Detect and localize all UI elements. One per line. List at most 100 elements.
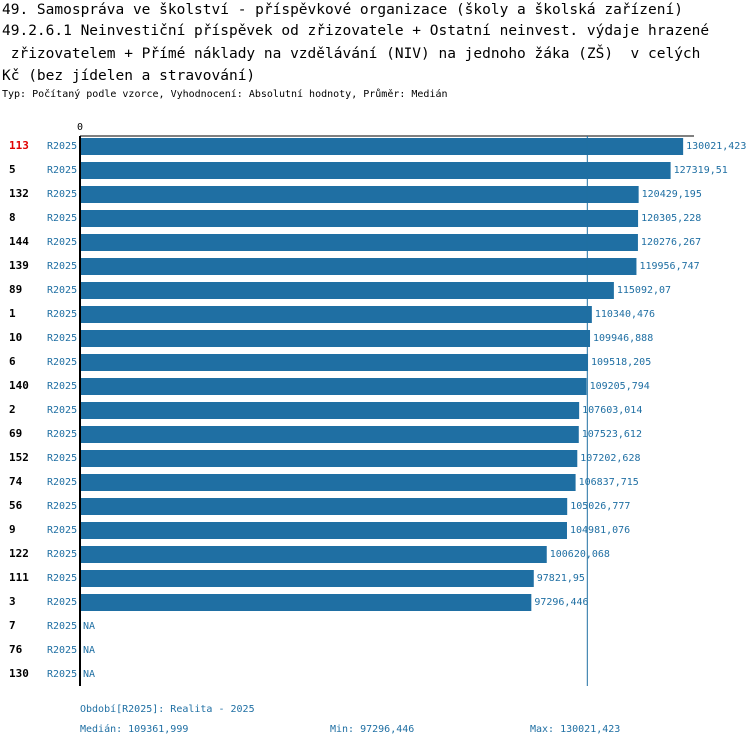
row-id-label: 9 <box>9 523 16 536</box>
row-id-label: 152 <box>9 451 29 464</box>
row-period-label: R2025 <box>47 261 77 272</box>
row-id-label: 140 <box>9 379 29 392</box>
bar-value-label: 106837,715 <box>579 477 639 488</box>
bar-value-label: 107603,014 <box>582 405 642 416</box>
row-id-label: 74 <box>9 475 23 488</box>
bar <box>80 186 639 203</box>
bar-value-label: 97296,446 <box>534 597 588 608</box>
bar-value-label: 115092,07 <box>617 285 671 296</box>
row-period-label: R2025 <box>47 165 77 176</box>
bar-value-label: NA <box>83 645 95 656</box>
row-period-label: R2025 <box>47 597 77 608</box>
footer-max: Max: 130021,423 <box>530 724 621 735</box>
bar <box>80 378 587 395</box>
row-id-label: 8 <box>9 211 16 224</box>
bar <box>80 426 579 443</box>
row-period-label: R2025 <box>47 477 77 488</box>
row-id-label: 1 <box>9 307 16 320</box>
row-period-label: R2025 <box>47 381 77 392</box>
row-id-label: 111 <box>9 571 29 584</box>
bar <box>80 258 637 275</box>
bar <box>80 354 589 371</box>
bar-value-label: 109518,205 <box>591 357 651 368</box>
row-id-label: 132 <box>9 187 29 200</box>
bar <box>80 522 567 539</box>
row-id-label: 7 <box>9 619 16 632</box>
row-id-label: 2 <box>9 403 16 416</box>
row-id-label: 69 <box>9 427 22 440</box>
bar-value-label: 130021,423 <box>686 141 746 152</box>
chart-title-line-1: 49. Samospráva ve školství - příspěvkové… <box>2 2 683 18</box>
bar-value-label: 120305,228 <box>641 213 701 224</box>
row-period-label: R2025 <box>47 453 77 464</box>
bar-value-label: 104981,076 <box>570 525 630 536</box>
row-id-label: 76 <box>9 643 23 656</box>
row-period-label: R2025 <box>47 237 77 248</box>
bar-value-label: 109205,794 <box>590 381 650 392</box>
row-period-label: R2025 <box>47 405 77 416</box>
row-id-label: 139 <box>9 259 29 272</box>
row-period-label: R2025 <box>47 189 77 200</box>
row-period-label: R2025 <box>47 213 77 224</box>
bar-value-label: NA <box>83 621 95 632</box>
row-period-label: R2025 <box>47 501 77 512</box>
row-id-label: 3 <box>9 595 16 608</box>
bar-value-label: NA <box>83 669 95 680</box>
row-period-label: R2025 <box>47 573 77 584</box>
row-period-label: R2025 <box>47 525 77 536</box>
row-period-label: R2025 <box>47 549 77 560</box>
bar <box>80 282 614 299</box>
bar-value-label: 100620,068 <box>550 549 610 560</box>
bar <box>80 594 532 611</box>
bar <box>80 546 547 563</box>
bar-value-label: 107202,628 <box>580 453 640 464</box>
bar <box>80 498 568 515</box>
row-id-label: 89 <box>9 283 22 296</box>
row-id-label: 144 <box>9 235 29 248</box>
bar <box>80 474 576 491</box>
bar-value-label: 109946,888 <box>593 333 653 344</box>
chart-subtitle: Typ: Počítaný podle vzorce, Vyhodnocení:… <box>2 89 448 100</box>
bar-value-label: 119956,747 <box>639 261 699 272</box>
chart-title-line-3: zřizovatelem + Přímé náklady na vzdělává… <box>2 46 701 62</box>
footer-period-note: Období[R2025]: Realita - 2025 <box>80 704 255 715</box>
bar-value-label: 97821,95 <box>537 573 585 584</box>
row-period-label: R2025 <box>47 429 77 440</box>
row-id-label: 10 <box>9 331 22 344</box>
bar-value-label: 120276,267 <box>641 237 701 248</box>
bar <box>80 162 671 179</box>
bar <box>80 210 639 227</box>
bar <box>80 234 638 251</box>
x-axis-zero-label: 0 <box>77 122 83 133</box>
row-period-label: R2025 <box>47 141 77 152</box>
row-id-label: 6 <box>9 355 16 368</box>
footer-median: Medián: 109361,999 <box>80 724 189 735</box>
bar <box>80 402 580 419</box>
row-id-label: 56 <box>9 499 23 512</box>
bar-value-label: 120429,195 <box>642 189 702 200</box>
row-period-label: R2025 <box>47 669 77 680</box>
row-id-label: 113 <box>9 139 29 152</box>
bar-value-label: 110340,476 <box>595 309 655 320</box>
bar <box>80 138 684 155</box>
bar-value-label: 127319,51 <box>674 165 728 176</box>
bar <box>80 330 591 347</box>
row-period-label: R2025 <box>47 645 77 656</box>
bar-value-label: 107523,612 <box>582 429 642 440</box>
chart-title-line-2: 49.2.6.1 Neinvestiční příspěvek od zřizo… <box>2 23 710 39</box>
chart-title-line-4: Kč (bez jídelen a stravování) <box>2 68 256 84</box>
row-id-label: 130 <box>9 667 29 680</box>
row-period-label: R2025 <box>47 621 77 632</box>
row-id-label: 122 <box>9 547 29 560</box>
footer-min: Min: 97296,446 <box>330 724 415 735</box>
row-period-label: R2025 <box>47 285 77 296</box>
bar <box>80 306 592 323</box>
bar-value-label: 105026,777 <box>570 501 630 512</box>
row-period-label: R2025 <box>47 357 77 368</box>
bar <box>80 450 578 467</box>
row-period-label: R2025 <box>47 309 77 320</box>
row-period-label: R2025 <box>47 333 77 344</box>
row-id-label: 5 <box>9 163 16 176</box>
bar <box>80 570 534 587</box>
